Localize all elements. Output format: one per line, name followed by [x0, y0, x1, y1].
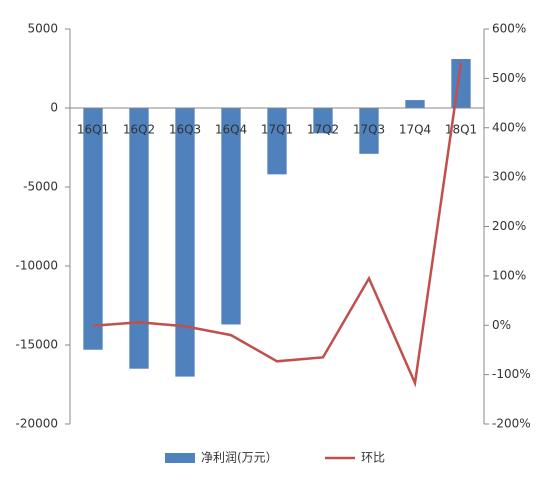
legend-swatch	[165, 453, 195, 463]
y2-tick-label: 300%	[492, 170, 526, 184]
legend-label: 环比	[361, 451, 385, 465]
bar	[221, 108, 241, 325]
x-tick-label: 16Q1	[77, 123, 109, 137]
bar	[129, 108, 149, 369]
x-tick-label: 16Q2	[123, 123, 155, 137]
y2-tick-label: 600%	[492, 22, 526, 36]
y2-tick-label: 500%	[492, 71, 526, 85]
y-tick-label: -5000	[23, 180, 58, 194]
bar	[359, 108, 379, 154]
y2-tick-label: 100%	[492, 268, 526, 282]
x-tick-label: 17Q1	[261, 123, 293, 137]
y2-tick-label: -100%	[492, 367, 531, 381]
y2-tick-label: -200%	[492, 417, 531, 431]
x-tick-label: 17Q4	[399, 123, 431, 137]
y-tick-label: 0	[50, 101, 58, 115]
legend-label: 净利润(万元）	[201, 451, 278, 465]
x-tick-label: 17Q3	[353, 123, 385, 137]
bar	[313, 108, 333, 134]
bar	[405, 100, 425, 108]
bar	[267, 108, 287, 175]
y-tick-label: -15000	[15, 338, 58, 352]
y2-tick-label: 400%	[492, 120, 526, 134]
bar	[175, 108, 195, 377]
x-tick-label: 16Q3	[169, 123, 201, 137]
x-tick-label: 16Q4	[215, 123, 247, 137]
y2-tick-label: 200%	[492, 219, 526, 233]
y-tick-label: -20000	[15, 417, 58, 431]
y2-tick-label: 0%	[492, 318, 511, 332]
bar	[83, 108, 103, 350]
y-tick-label: 5000	[27, 22, 58, 36]
y-tick-label: -10000	[15, 259, 58, 273]
line	[92, 62, 463, 388]
x-tick-label: 17Q2	[307, 123, 339, 137]
